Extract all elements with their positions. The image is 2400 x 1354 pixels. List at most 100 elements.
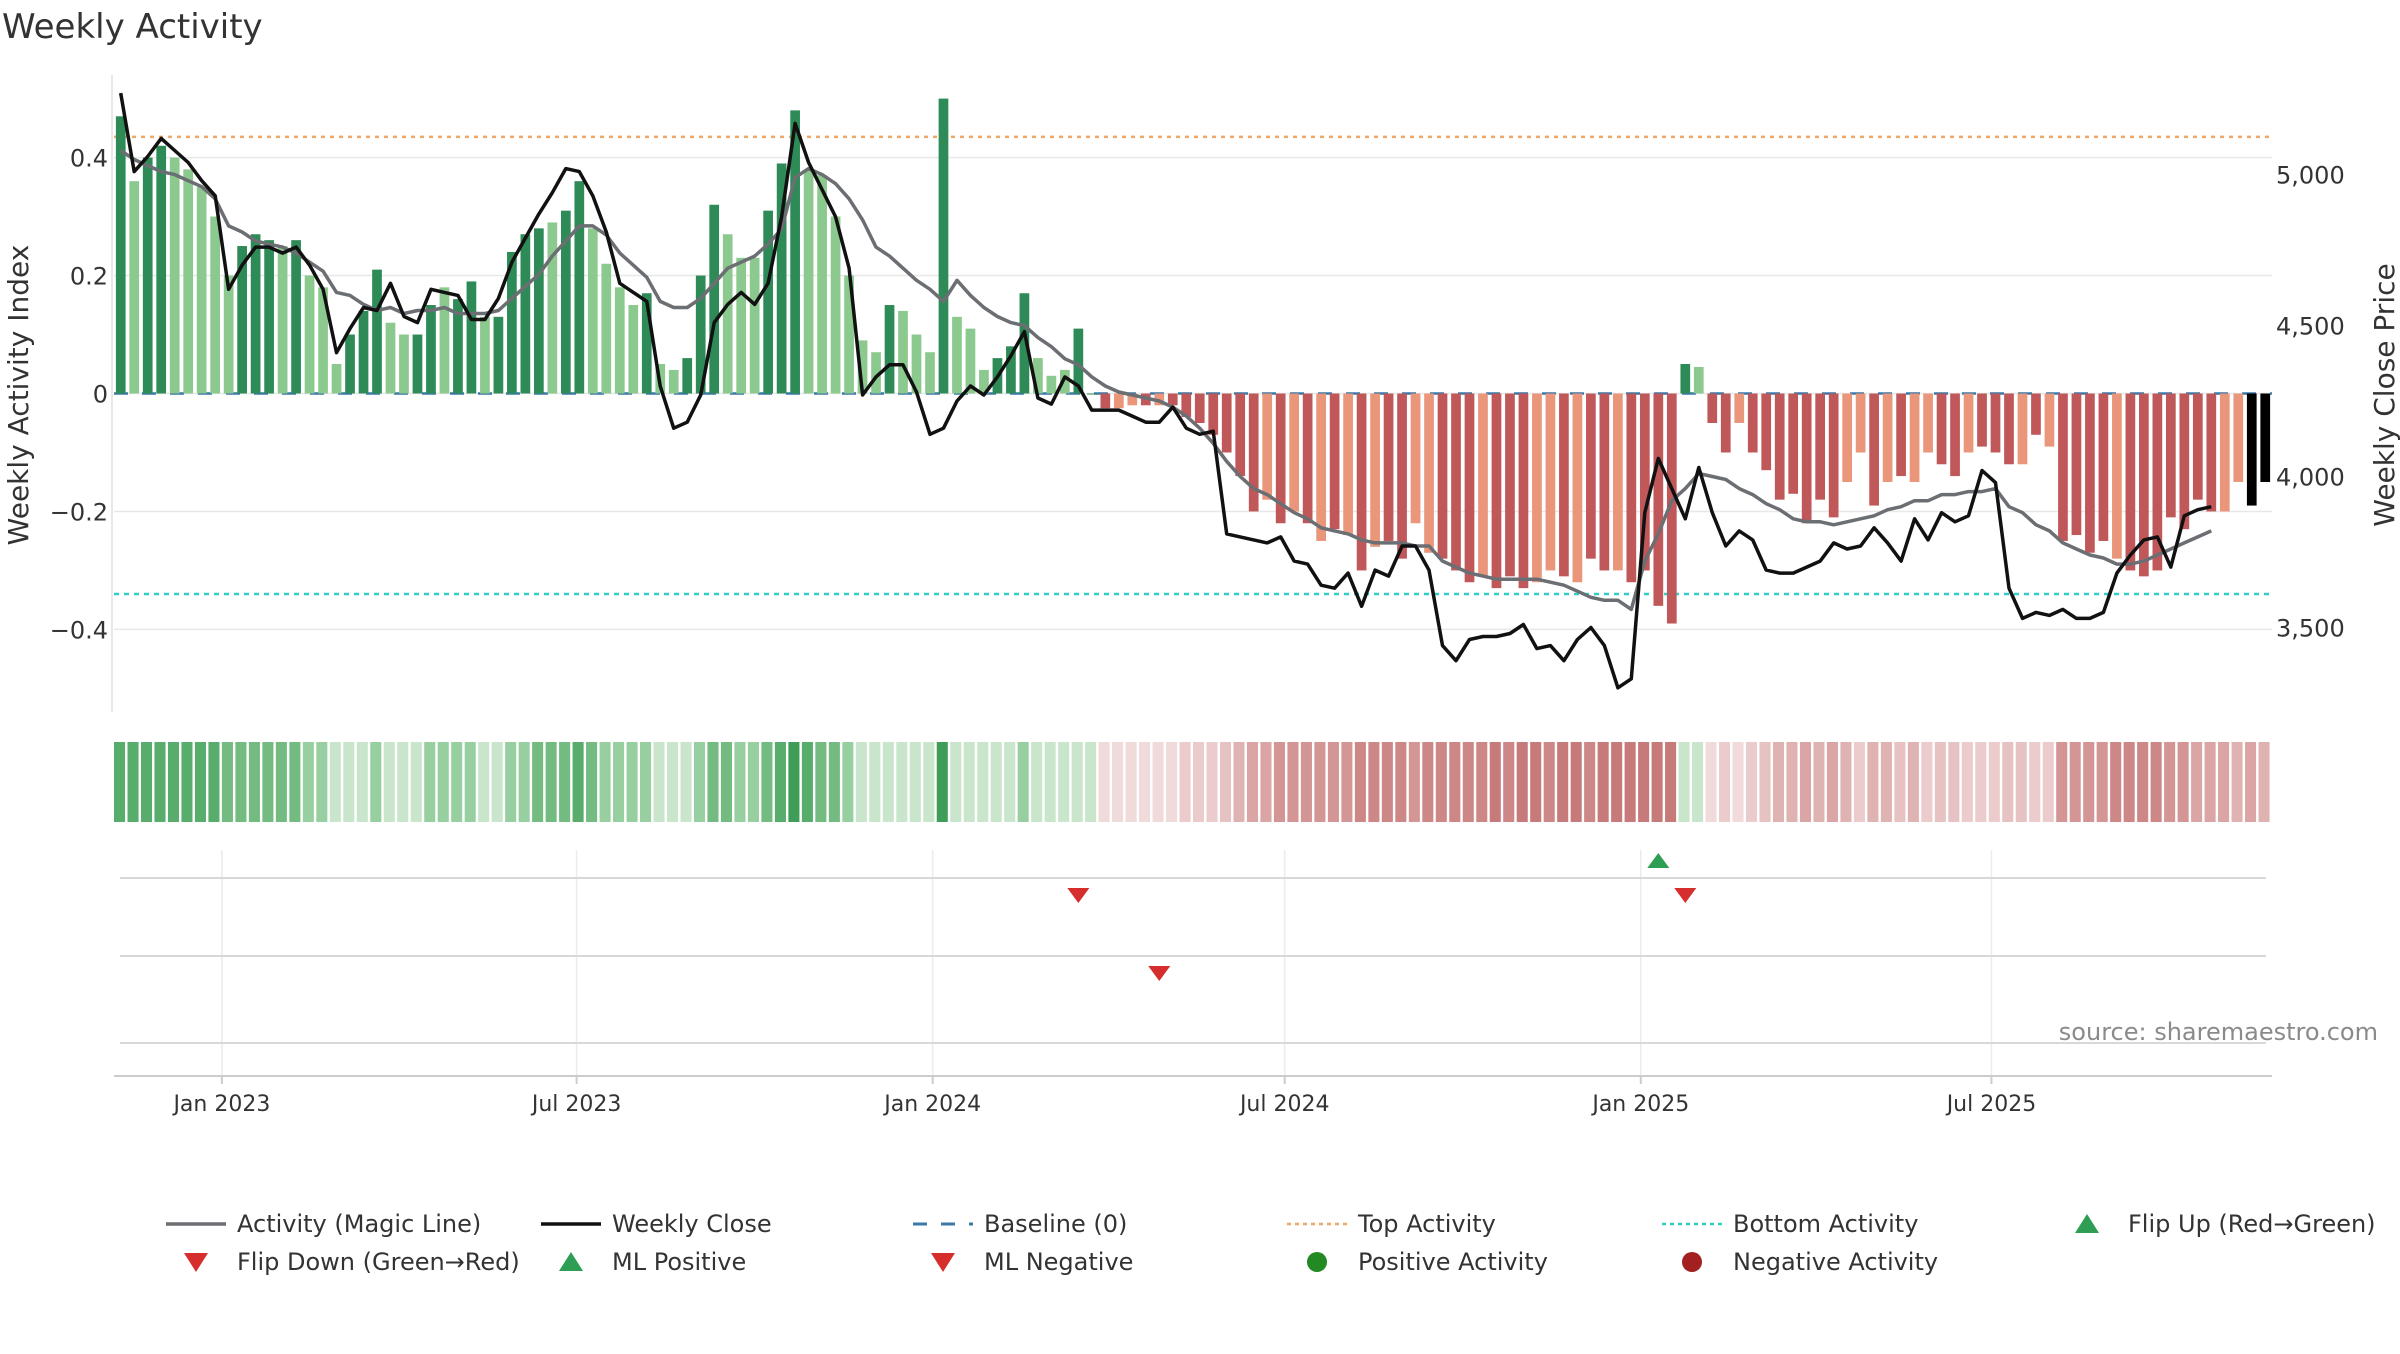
activity-bar <box>1397 393 1407 559</box>
reference-lines <box>114 135 2272 596</box>
strip-cell <box>1125 742 1137 822</box>
strip-cell <box>424 742 436 822</box>
strip-cell <box>1516 742 1528 822</box>
strip-cell <box>1354 742 1366 822</box>
strip-cell <box>1314 742 1326 822</box>
strip-cell <box>2002 742 2014 822</box>
activity-bar <box>1221 393 1232 453</box>
strip-cell <box>1624 742 1636 822</box>
strip-cell <box>909 742 921 822</box>
strip-cell <box>613 742 625 822</box>
activity-bar <box>1707 393 1718 423</box>
strip-cell <box>127 742 139 822</box>
strip-cell <box>2258 742 2270 822</box>
activity-bar <box>1882 393 1893 482</box>
activity-bar <box>439 287 450 394</box>
legend-label: Baseline (0) <box>984 1210 1127 1238</box>
activity-bar <box>1100 393 1111 409</box>
strip-cell <box>140 742 153 822</box>
y-axis-label: Weekly Activity Index <box>2 245 35 546</box>
strip-cell <box>1530 742 1542 822</box>
flip-down-marker <box>1148 966 1171 981</box>
strip-cell <box>2164 742 2176 822</box>
strip-cell <box>1152 742 1164 822</box>
activity-bar <box>1559 393 1569 577</box>
activity-bar <box>507 251 517 394</box>
strip-cell <box>1840 742 1852 822</box>
activity-bar <box>911 334 922 394</box>
y-tick-label: −0.2 <box>50 498 108 526</box>
chart-title: Weekly Activity <box>2 7 263 47</box>
activity-bar <box>2165 393 2176 518</box>
strip-cell <box>1813 742 1825 822</box>
activity-bar <box>1747 393 1758 453</box>
strip-cell <box>1880 742 1892 822</box>
strip-cell <box>990 742 1002 822</box>
activity-bar <box>1936 393 1947 465</box>
activity-bar <box>1491 393 1502 589</box>
grid-layer <box>114 156 2272 631</box>
activity-bar <box>115 116 126 394</box>
strip-cell <box>518 742 530 822</box>
activity-bar <box>2085 393 2095 553</box>
activity-bar <box>1478 393 1488 577</box>
activity-bar <box>223 275 234 394</box>
strip-cell <box>1907 742 1919 822</box>
activity-bar <box>1262 393 1273 500</box>
activity-bar <box>2192 393 2203 500</box>
legend-swatch-circle <box>1307 1252 1327 1272</box>
legend-item: Activity (Magic Line) <box>166 1210 481 1238</box>
activity-bar <box>1086 393 1097 395</box>
activity-bar <box>1316 393 1326 541</box>
strip-cell <box>1543 742 1555 822</box>
strip-cell <box>1503 742 1515 822</box>
activity-bar <box>668 369 679 394</box>
activity-bar <box>587 228 598 394</box>
activity-bar <box>493 316 504 394</box>
x-tick-label: Jul 2025 <box>1945 1092 2037 1117</box>
series-lines <box>118 92 2213 690</box>
strip-cell <box>2069 742 2081 822</box>
activity-bar <box>1977 393 1987 447</box>
y2-axis-label: Weekly Close Price <box>2368 263 2400 526</box>
activity-bar <box>1599 393 1610 571</box>
activity-bar <box>2044 393 2055 447</box>
activity-bar <box>614 287 625 394</box>
signal-panels <box>120 850 2266 1078</box>
strip-cell <box>1476 742 1488 822</box>
strip-cell <box>194 742 206 822</box>
activity-bar <box>2246 393 2257 506</box>
strip-cell <box>532 742 544 822</box>
strip-cell <box>1112 742 1124 822</box>
activity-bar <box>1370 393 1380 547</box>
activity-bar <box>2031 393 2041 435</box>
y-tick-label: 0.4 <box>70 145 108 173</box>
legend-item: Positive Activity <box>1307 1248 1548 1276</box>
activity-bar <box>1896 393 1906 477</box>
strip-cell <box>747 742 759 822</box>
legend-label: Positive Activity <box>1358 1248 1548 1276</box>
y-tick-label: 0 <box>93 381 108 409</box>
activity-bar <box>2017 393 2028 465</box>
strip-cell <box>370 742 382 822</box>
legend-swatch-triangle-up <box>559 1252 583 1271</box>
strip-cell <box>1772 742 1785 822</box>
source-credit: source: sharemaestro.com <box>2059 1018 2378 1046</box>
activity-bar <box>1073 328 1084 394</box>
strip-cell <box>1031 742 1043 822</box>
activity-bar <box>1019 293 1030 394</box>
strip-cell <box>1233 742 1245 822</box>
activity-bar <box>1289 393 1300 512</box>
activity-bar <box>1194 393 1205 423</box>
activity-bar <box>237 246 247 394</box>
activity-bar <box>695 275 706 394</box>
activity-bar <box>1572 393 1583 583</box>
activity-bar <box>884 305 895 394</box>
strip-cell <box>2083 742 2095 822</box>
activity-bar <box>399 334 409 394</box>
activity-bar <box>776 163 787 394</box>
strip-cell <box>1098 742 1110 822</box>
strip-cell <box>977 742 989 822</box>
strip-cell <box>1826 742 1838 822</box>
activity-bar <box>2098 393 2109 541</box>
